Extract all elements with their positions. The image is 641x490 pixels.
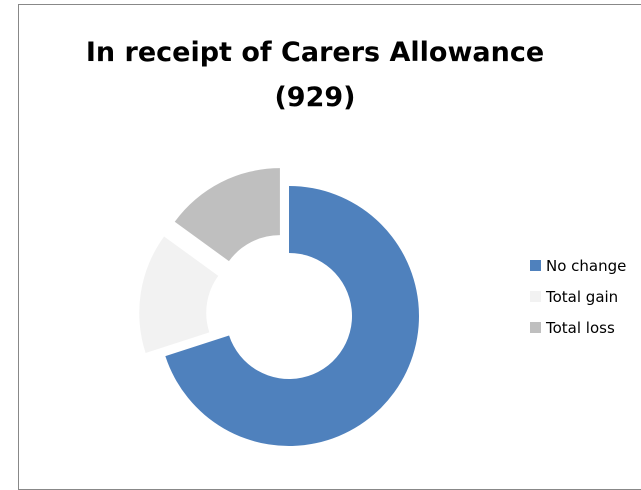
chart-title-line-2: (929) [274, 82, 356, 113]
legend-swatch-total-gain [530, 291, 541, 302]
legend-label-total-loss: Total loss [546, 318, 615, 337]
legend-swatch-total-loss [530, 322, 541, 333]
legend-label-no-change: No change [546, 256, 627, 275]
legend-item-total-gain: Total gain [530, 287, 626, 306]
donut-slice-total-loss [174, 168, 280, 262]
chart-legend: No change Total gain Total loss [530, 256, 626, 349]
legend-item-no-change: No change [530, 256, 626, 275]
legend-swatch-no-change [530, 260, 541, 271]
chart-title: In receipt of Carers Allowance (929) [20, 30, 610, 120]
legend-item-total-loss: Total loss [530, 318, 626, 337]
chart-title-line-1: In receipt of Carers Allowance [85, 37, 545, 68]
donut-slice-no-change [165, 186, 419, 446]
legend-label-total-gain: Total gain [546, 287, 619, 306]
donut-slice-total-gain [139, 236, 219, 354]
